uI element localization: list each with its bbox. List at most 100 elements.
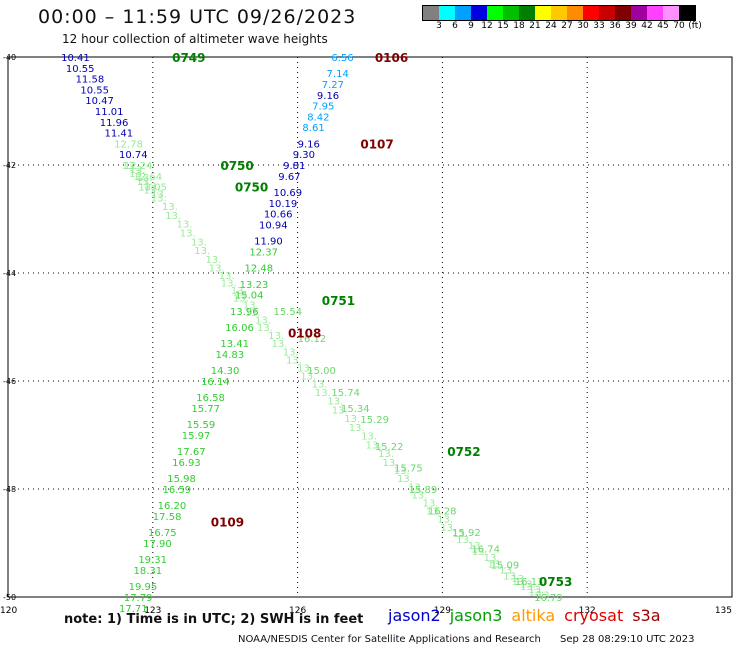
swh-point-label: 14.83 (216, 350, 245, 361)
time-label: 0752 (447, 445, 480, 459)
legend-swatch (631, 6, 647, 20)
swh-point-label: 7.95 (312, 102, 334, 113)
dense-track-mark: 13. (194, 246, 210, 257)
lat-tick-label: -48 (3, 485, 16, 494)
legend-label: (ft) (688, 21, 702, 31)
swh-point-label: 11.41 (105, 129, 134, 140)
dense-track-mark: 13. (408, 482, 424, 493)
dense-track-mark: 13. (520, 582, 536, 593)
swh-point-label: 10.55 (66, 64, 95, 75)
swh-point-label: 12.64 (133, 172, 162, 183)
dense-track-mark: 13. (300, 372, 316, 383)
swh-point-label: 8.61 (302, 123, 324, 134)
dense-track-mark: 13. (231, 286, 247, 297)
dense-track-mark: 13. (129, 165, 145, 176)
legend-label: 15 (497, 21, 509, 31)
legend-label: 18 (513, 21, 525, 31)
swh-point-label: 11.01 (95, 107, 124, 118)
legend-swatch (583, 6, 599, 20)
dense-track-mark: 13. (487, 559, 503, 570)
legend-label: 27 (561, 21, 573, 31)
swh-point-label: 15.34 (341, 404, 370, 415)
dense-track-mark: 13. (520, 580, 536, 591)
legend-swatch (647, 6, 663, 20)
legend-swatch (439, 6, 455, 20)
swh-point-label: 16.20 (158, 501, 187, 512)
swh-point-label: 8.42 (307, 112, 329, 123)
page-subtitle: 12 hour collection of altimeter wave hei… (62, 32, 328, 46)
dense-track-mark: 13. (144, 181, 160, 192)
note-text: note: 1) Time is in UTC; 2) SWH is in fe… (64, 612, 364, 627)
dense-track-mark: 13. (437, 515, 453, 526)
swh-point-label: 19.31 (138, 555, 167, 566)
time-label: 0108 (288, 326, 321, 340)
swh-point-label: 16.74 (471, 544, 500, 555)
swh-point-label: 17.90 (143, 539, 172, 550)
swh-point-label: 16.14 (201, 377, 230, 388)
swh-point-label: 13.23 (240, 280, 269, 291)
swh-point-label: 10.74 (119, 150, 148, 161)
swh-point-label: 15.89 (409, 485, 438, 496)
dense-track-mark: 13. (315, 388, 331, 399)
swh-point-label: 15.54 (273, 307, 302, 318)
time-label: 0753 (539, 575, 572, 589)
dense-track-mark: 13. (528, 585, 544, 596)
swh-point-label: 15.92 (452, 528, 481, 539)
dense-track-mark: 13. (512, 577, 528, 588)
dense-track-mark: 13. (129, 169, 145, 180)
dense-track-mark: 13. (286, 355, 302, 366)
dense-track-mark: 13. (144, 185, 160, 196)
lat-tick-label: -42 (3, 161, 16, 170)
legend-label: 9 (468, 21, 474, 31)
dense-track-mark: 13. (452, 529, 468, 540)
swh-point-label: 10.55 (80, 85, 109, 96)
dense-track-mark: 13. (233, 293, 249, 304)
lat-tick-label: -40 (3, 53, 16, 62)
swh-point-label: 9.16 (298, 139, 320, 150)
dense-track-mark: 13. (205, 255, 221, 266)
footer-agency: NOAA/NESDIS Center for Satellite Applica… (238, 634, 541, 645)
lat-tick-label: -44 (3, 269, 16, 278)
swh-point-label: 12.78 (114, 139, 143, 150)
swh-point-label: 7.27 (322, 80, 344, 91)
dense-track-mark: 13. (243, 301, 259, 312)
map-frame (7, 56, 733, 598)
legend-label: 12 (481, 21, 493, 31)
dense-track-mark: 13. (271, 339, 287, 350)
swh-point-label: 17.71 (119, 604, 148, 615)
legend-swatch (551, 6, 567, 20)
swh-point-label: 13.41 (220, 339, 249, 350)
dense-track-mark: 13. (136, 177, 152, 188)
dense-track-mark: 13. (268, 331, 284, 342)
swh-point-label: 17.79 (124, 593, 153, 604)
swh-point-label: 16.28 (428, 507, 457, 518)
dense-track-mark: 13. (397, 474, 413, 485)
swh-point-label: 11.90 (254, 237, 283, 248)
dense-track-mark: 13. (440, 523, 456, 534)
swh-point-label: 15.22 (375, 442, 404, 453)
swh-point-label: 11.58 (76, 75, 105, 86)
legend-label: 3 (436, 21, 442, 31)
legend-swatch (599, 6, 615, 20)
time-label: 0749 (172, 51, 205, 65)
satellite-label-cryosat: cryosat (564, 606, 624, 625)
legend-swatch (663, 6, 679, 20)
swh-point-label: 10.19 (269, 199, 298, 210)
dense-track-mark: 13. (394, 466, 410, 477)
dense-track-mark: 13. (332, 405, 348, 416)
satellite-label-jason3: jason3 (449, 606, 503, 625)
time-label: 0751 (322, 294, 355, 308)
legend-label: 39 (625, 21, 637, 31)
swh-point-label: 15.75 (394, 463, 423, 474)
swh-point-label: 14.30 (211, 366, 240, 377)
legend-swatch (535, 6, 551, 20)
legend-swatch (471, 6, 487, 20)
legend-swatch (519, 6, 535, 20)
swh-point-label: 16.12 (298, 334, 327, 345)
time-label: 0106 (375, 51, 408, 65)
swh-point-label: 9.81 (283, 161, 305, 172)
dense-track-mark: 13. (209, 264, 225, 275)
legend-label: 36 (609, 21, 621, 31)
swh-point-label: 15.04 (235, 291, 264, 302)
dense-track-mark: 13. (468, 541, 484, 552)
